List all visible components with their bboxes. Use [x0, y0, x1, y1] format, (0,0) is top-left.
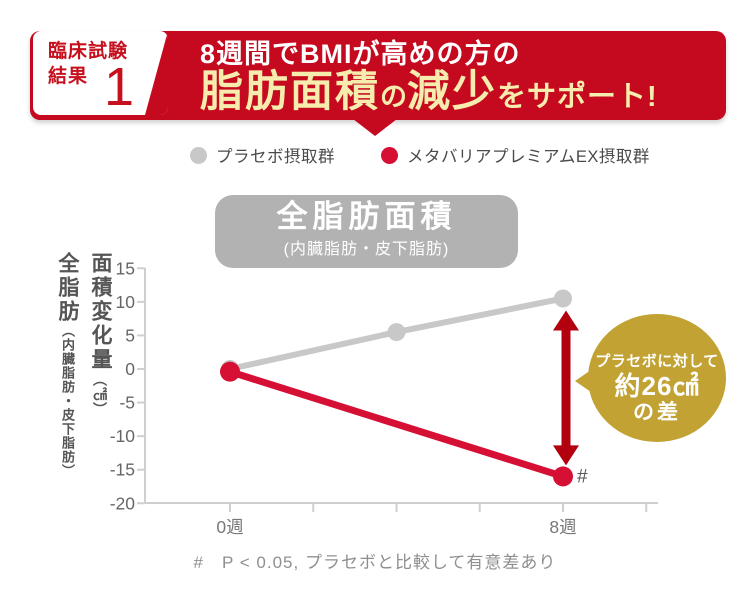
legend-item-placebo: プラセボ摂取群 — [190, 143, 335, 167]
y-tick-label: -10 — [110, 426, 136, 446]
clinical-trial-number: 1 — [104, 56, 135, 115]
y-axis-label-area-change: 面積変化量 — [89, 252, 112, 372]
y-axis-label-col2: 面積変化量（㎠） — [85, 252, 115, 478]
headline: 8週間でBMIが高めの方の 脂肪面積 の 減少 をサポート! — [200, 31, 658, 115]
chart-subtitle: (内臓脂肪・皮下脂肪) — [283, 240, 450, 258]
headline-no: の — [380, 81, 407, 112]
badge-value: 約26㎠ — [614, 371, 700, 401]
series-dot-0 — [387, 323, 406, 342]
y-tick-label: -15 — [110, 460, 135, 480]
x-tick-label: 0週 — [216, 517, 243, 537]
legend-item-metabarrier: メタバリアプレミアムEX摂取群 — [381, 143, 650, 167]
clinical-trial-label-line2: 結果 — [48, 65, 89, 87]
series-dot-0 — [554, 289, 572, 308]
headline-fat-area: 脂肪面積 — [200, 67, 380, 116]
y-tick-label: 5 — [125, 325, 135, 345]
y-axis-label-col1: 全脂肪（内臓脂肪・皮下脂肪） — [52, 252, 82, 478]
significance-footnote: # P < 0.05, プラセボと比較して有意差あり — [193, 553, 557, 572]
difference-arrow — [553, 310, 579, 466]
series-dot-1 — [553, 466, 573, 487]
y-axis-label: 全脂肪（内臓脂肪・皮下脂肪） 面積変化量（㎠） — [52, 252, 115, 478]
headline-reduction: 減少 — [407, 67, 497, 116]
clinical-trial-row: 結果 1 — [48, 56, 168, 115]
banner-pointer-triangle — [353, 119, 397, 136]
chart-title: 全脂肪面積 — [276, 199, 457, 234]
headline-line2: 脂肪面積 の 減少 をサポート! — [200, 67, 658, 116]
y-tick-label: 15 — [116, 258, 135, 278]
placebo-dot-icon — [190, 146, 207, 164]
series-dot-1 — [220, 361, 240, 382]
difference-annotation-badge: プラセボに対して 約26㎠ の差 — [575, 314, 726, 442]
headline-line1: 8週間でBMIが高めの方の — [200, 39, 521, 69]
y-tick-label: -20 — [110, 493, 136, 513]
badge-line1: プラセボに対して — [595, 353, 719, 370]
y-tick-label: 10 — [116, 292, 136, 312]
headline-support: をサポート! — [497, 80, 658, 113]
legend-label-metabarrier: メタバリアプレミアムEX摂取群 — [407, 148, 650, 166]
clinical-trial-badge: 臨床試験 結果 1 — [33, 31, 168, 115]
series-line-1 — [226, 368, 567, 480]
y-axis-label-fat-paren: （内臓脂肪・皮下脂肪） — [60, 324, 75, 478]
y-tick-label: 0 — [125, 359, 135, 379]
y-axis-label-total-fat: 全脂肪 — [56, 252, 79, 324]
metabarrier-dot-icon — [381, 146, 398, 164]
y-tick-label: -5 — [119, 393, 135, 413]
y-axis-label-unit: （㎠） — [92, 372, 108, 417]
badge-line3: の差 — [633, 401, 681, 424]
header-banner: 臨床試験 結果 1 8週間でBMIが高めの方の 脂肪面積 の 減少 をサポート! — [30, 31, 726, 136]
clinical-trial-label-line1: 臨床試験 — [48, 41, 129, 62]
legend-label-placebo: プラセボ摂取群 — [216, 148, 335, 166]
legend: プラセボ摂取群 メタバリアプレミアムEX摂取群 — [190, 143, 650, 167]
significance-marker: # — [577, 466, 588, 487]
chart-title-bubble: 全脂肪面積 (内臓脂肪・皮下脂肪) — [215, 195, 518, 268]
x-tick-label: 8週 — [549, 517, 576, 537]
